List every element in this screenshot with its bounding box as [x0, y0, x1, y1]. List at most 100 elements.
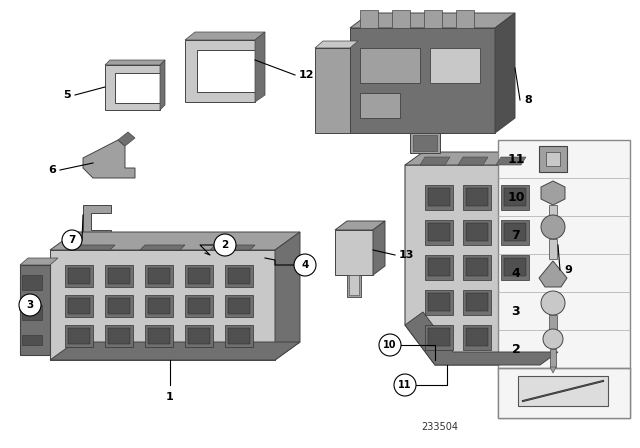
Text: 7: 7: [68, 235, 76, 245]
Bar: [105, 325, 133, 347]
Bar: [105, 265, 133, 287]
Polygon shape: [50, 250, 275, 360]
Bar: [225, 265, 253, 287]
Polygon shape: [20, 265, 50, 355]
Text: 10: 10: [508, 190, 525, 203]
Bar: [225, 325, 253, 347]
Text: 4: 4: [301, 260, 308, 270]
Bar: [428, 258, 450, 276]
Bar: [425, 325, 453, 350]
Bar: [428, 223, 450, 241]
Polygon shape: [350, 13, 515, 28]
Bar: [425, 290, 453, 315]
Polygon shape: [83, 205, 111, 238]
Bar: [105, 295, 133, 317]
Text: 11: 11: [508, 152, 525, 165]
Bar: [428, 328, 450, 346]
Polygon shape: [496, 157, 526, 165]
Bar: [413, 135, 437, 151]
Polygon shape: [105, 60, 165, 65]
Polygon shape: [541, 181, 565, 205]
Bar: [428, 188, 450, 206]
Text: 2: 2: [221, 240, 228, 250]
Bar: [68, 328, 90, 344]
Text: 13: 13: [399, 250, 414, 260]
Polygon shape: [185, 40, 255, 102]
Text: 2: 2: [511, 343, 520, 356]
Text: 4: 4: [511, 267, 520, 280]
Text: 12: 12: [299, 70, 314, 80]
Polygon shape: [335, 230, 373, 275]
Bar: [360, 48, 420, 83]
Polygon shape: [539, 261, 567, 287]
Polygon shape: [420, 157, 450, 165]
Polygon shape: [315, 48, 350, 133]
Bar: [65, 325, 93, 347]
Bar: [546, 152, 560, 166]
Circle shape: [294, 254, 316, 276]
Bar: [108, 268, 130, 284]
Bar: [392, 10, 410, 28]
Bar: [463, 290, 491, 315]
Bar: [188, 298, 210, 314]
Polygon shape: [458, 157, 488, 165]
Circle shape: [541, 291, 565, 315]
Text: 7: 7: [511, 228, 520, 241]
Bar: [466, 328, 488, 346]
Bar: [65, 295, 93, 317]
Bar: [228, 328, 250, 344]
Bar: [68, 268, 90, 284]
Polygon shape: [373, 221, 385, 275]
Bar: [501, 255, 529, 280]
Bar: [504, 188, 526, 206]
Circle shape: [214, 234, 236, 256]
Polygon shape: [210, 245, 255, 250]
Bar: [425, 185, 453, 210]
Bar: [466, 188, 488, 206]
Bar: [498, 140, 630, 418]
Bar: [501, 220, 529, 245]
Circle shape: [541, 215, 565, 239]
Bar: [504, 223, 526, 241]
Bar: [148, 298, 170, 314]
Bar: [463, 220, 491, 245]
Bar: [549, 205, 557, 227]
Bar: [424, 10, 442, 28]
Polygon shape: [70, 245, 115, 250]
Polygon shape: [105, 65, 160, 110]
Text: 10: 10: [383, 340, 397, 350]
Bar: [22, 335, 42, 345]
Bar: [549, 239, 557, 259]
Bar: [22, 305, 42, 320]
Polygon shape: [20, 258, 58, 265]
Bar: [549, 315, 557, 335]
Polygon shape: [185, 32, 265, 40]
Bar: [228, 298, 250, 314]
Bar: [456, 10, 474, 28]
Bar: [148, 268, 170, 284]
Bar: [185, 265, 213, 287]
Bar: [425, 220, 453, 245]
Bar: [228, 268, 250, 284]
Bar: [463, 255, 491, 280]
Bar: [463, 185, 491, 210]
Polygon shape: [405, 165, 540, 365]
Polygon shape: [550, 367, 556, 373]
Bar: [145, 325, 173, 347]
Bar: [148, 328, 170, 344]
Bar: [108, 298, 130, 314]
Polygon shape: [160, 60, 165, 110]
Bar: [185, 295, 213, 317]
Bar: [466, 223, 488, 241]
Bar: [360, 93, 400, 118]
Bar: [428, 293, 450, 311]
Text: 3: 3: [26, 300, 34, 310]
Bar: [225, 295, 253, 317]
Polygon shape: [350, 28, 495, 133]
Polygon shape: [335, 221, 385, 230]
Text: 8: 8: [524, 95, 532, 105]
Bar: [466, 258, 488, 276]
Bar: [65, 265, 93, 287]
Bar: [425, 255, 453, 280]
Text: 1: 1: [166, 392, 174, 402]
